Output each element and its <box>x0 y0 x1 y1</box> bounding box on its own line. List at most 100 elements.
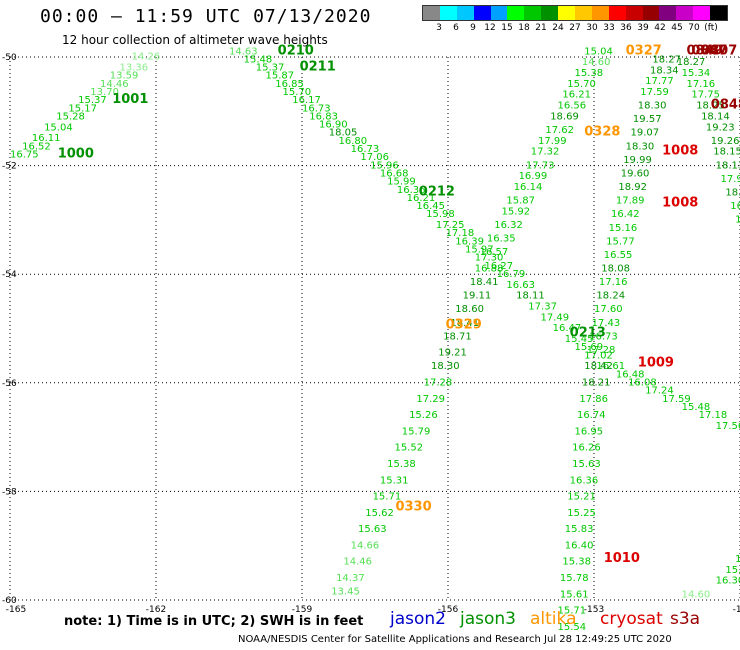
color-scale-label: 42 <box>654 23 666 33</box>
swh-value: 16.47 <box>553 323 582 334</box>
swh-value: 18.25 <box>696 101 725 112</box>
y-tick-label: -56 <box>2 379 17 389</box>
color-scale-label: 6 <box>453 23 459 33</box>
swh-value: 17.75 <box>691 90 720 101</box>
pass-time-label: 0210 <box>278 43 314 58</box>
swh-value: 13.45 <box>331 587 360 598</box>
swh-value: 16.39 <box>455 236 484 247</box>
color-swatch-17 <box>710 6 728 20</box>
swh-value: 17.86 <box>579 394 608 405</box>
swh-value: 16.21 <box>562 90 591 101</box>
y-tick-label: -60 <box>2 596 17 606</box>
swh-value: 15.71 <box>558 606 587 617</box>
swh-value: 15.87 <box>266 71 295 82</box>
color-swatch-8 <box>558 6 576 20</box>
swh-value: 15.26 <box>409 410 438 421</box>
x-tick-label: -15 <box>733 605 740 615</box>
color-swatch-1 <box>439 6 457 20</box>
swh-value: 15.77 <box>606 236 635 247</box>
color-scale-swatches <box>422 5 728 21</box>
swh-value: 16.30 <box>716 576 740 587</box>
x-tick-label: -162 <box>146 605 166 615</box>
swh-value: 19.21 <box>438 348 467 359</box>
swh-value: 17.28 <box>424 378 453 389</box>
swh-value: 16.75 <box>10 149 39 160</box>
y-tick-label: -54 <box>2 270 17 280</box>
swh-value: 19.23 <box>706 122 735 133</box>
swh-value: 15.25 <box>567 508 596 519</box>
swh-value: 18.05 <box>329 128 358 139</box>
swh-value: 14.37 <box>336 573 365 584</box>
swh-value: 18.30 <box>638 101 667 112</box>
pass-time-label: 1000 <box>58 146 94 161</box>
x-tick-label: -153 <box>584 605 604 615</box>
swh-value: 15.8 <box>735 554 740 565</box>
color-scale-label: 33 <box>603 23 615 33</box>
swh-value: 13.36 <box>120 63 149 74</box>
swh-value: 14.46 <box>100 79 129 90</box>
swh-value: 16.68 <box>380 168 409 179</box>
swh-value: 15.16 <box>609 223 638 234</box>
swh-value: 15.70 <box>567 79 596 90</box>
swh-value: 16.80 <box>339 136 368 147</box>
color-swatch-10 <box>591 6 609 20</box>
swh-value: 18.41 <box>470 277 499 288</box>
swh-value: 15.38 <box>387 459 416 470</box>
swh-value: 17.94 <box>721 174 740 185</box>
pass-time-label: 0213 <box>570 326 606 341</box>
pass-time-label: 0212 <box>419 184 455 199</box>
swh-value: 15.17 <box>68 103 97 114</box>
color-swatch-15 <box>676 6 694 20</box>
color-scale-legend: 3 6 9 12 15 18 21 24 27 30 33 36 39 42 45 70 (ft) <box>422 5 728 35</box>
swh-value: 15.52 <box>394 443 423 454</box>
swh-value: 17.06 <box>360 152 389 163</box>
color-scale-label: 39 <box>637 23 649 33</box>
pass-time-label: 0847 <box>691 43 727 58</box>
swh-value: 18.27 <box>652 54 681 65</box>
legend-s3a: s3a <box>670 609 701 629</box>
swh-value: 15.38 <box>562 557 591 568</box>
swh-value: 15.83 <box>565 524 594 535</box>
swh-value: 16.32 <box>494 220 523 231</box>
swh-value: 16.36 <box>570 475 599 486</box>
swh-value: 18.42 <box>584 361 613 372</box>
color-scale-label: 30 <box>586 23 598 33</box>
swh-value: 15.04 <box>584 46 613 57</box>
swh-value: 17.30 <box>475 253 504 264</box>
swh-value: 15.98 <box>426 209 455 220</box>
swh-value: 17.18 <box>699 410 728 421</box>
swh-value: 15.79 <box>402 426 431 437</box>
color-swatch-14 <box>659 6 677 20</box>
swh-value: 16.63 <box>506 280 535 291</box>
swh-value: 18.60 <box>455 304 484 315</box>
swh-value: 18.21 <box>582 378 611 389</box>
swh-value: 16.40 <box>565 540 594 551</box>
pass-time-label: 0849 <box>686 43 722 58</box>
swh-value: 15.87 <box>506 196 535 207</box>
swh-value: 18.15 <box>713 147 740 158</box>
pass-time-label: 0330 <box>395 499 431 514</box>
color-swatch-12 <box>625 6 643 20</box>
swh-value: 15.45 <box>565 334 594 345</box>
swh-value: 16.57 <box>480 247 509 258</box>
swh-value: 16.99 <box>519 171 548 182</box>
swh-value: 16.21 <box>407 193 436 204</box>
swh-value: 15.37 <box>256 63 285 74</box>
swh-value: 15.63 <box>358 524 387 535</box>
pass-time-label: 0328 <box>584 125 620 140</box>
swh-value: 17.99 <box>538 136 567 147</box>
swh-value: 16.08 <box>628 378 657 389</box>
swh-value: 15.63 <box>572 459 601 470</box>
swh-value: 16.36 <box>397 185 426 196</box>
credit-footer: NOAA/NESDIS Center for Satellite Applica… <box>238 634 672 645</box>
swh-value: 15.92 <box>502 206 531 217</box>
swh-value: 15.97 <box>465 244 494 255</box>
pass-time-label: 1010 <box>604 551 640 566</box>
color-swatch-13 <box>642 6 660 20</box>
swh-value: 17.73 <box>526 160 555 171</box>
swh-value: 17.16 <box>599 277 628 288</box>
swh-value: 15.71 <box>373 492 402 503</box>
footnote: note: 1) Time is in UTC; 2) SWH is in fe… <box>64 614 364 629</box>
swh-value: 14.63 <box>229 46 258 57</box>
swh-value: 16.73 <box>302 103 331 114</box>
